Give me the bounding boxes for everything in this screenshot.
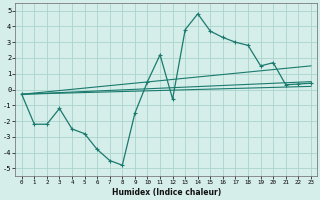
X-axis label: Humidex (Indice chaleur): Humidex (Indice chaleur) — [112, 188, 221, 197]
